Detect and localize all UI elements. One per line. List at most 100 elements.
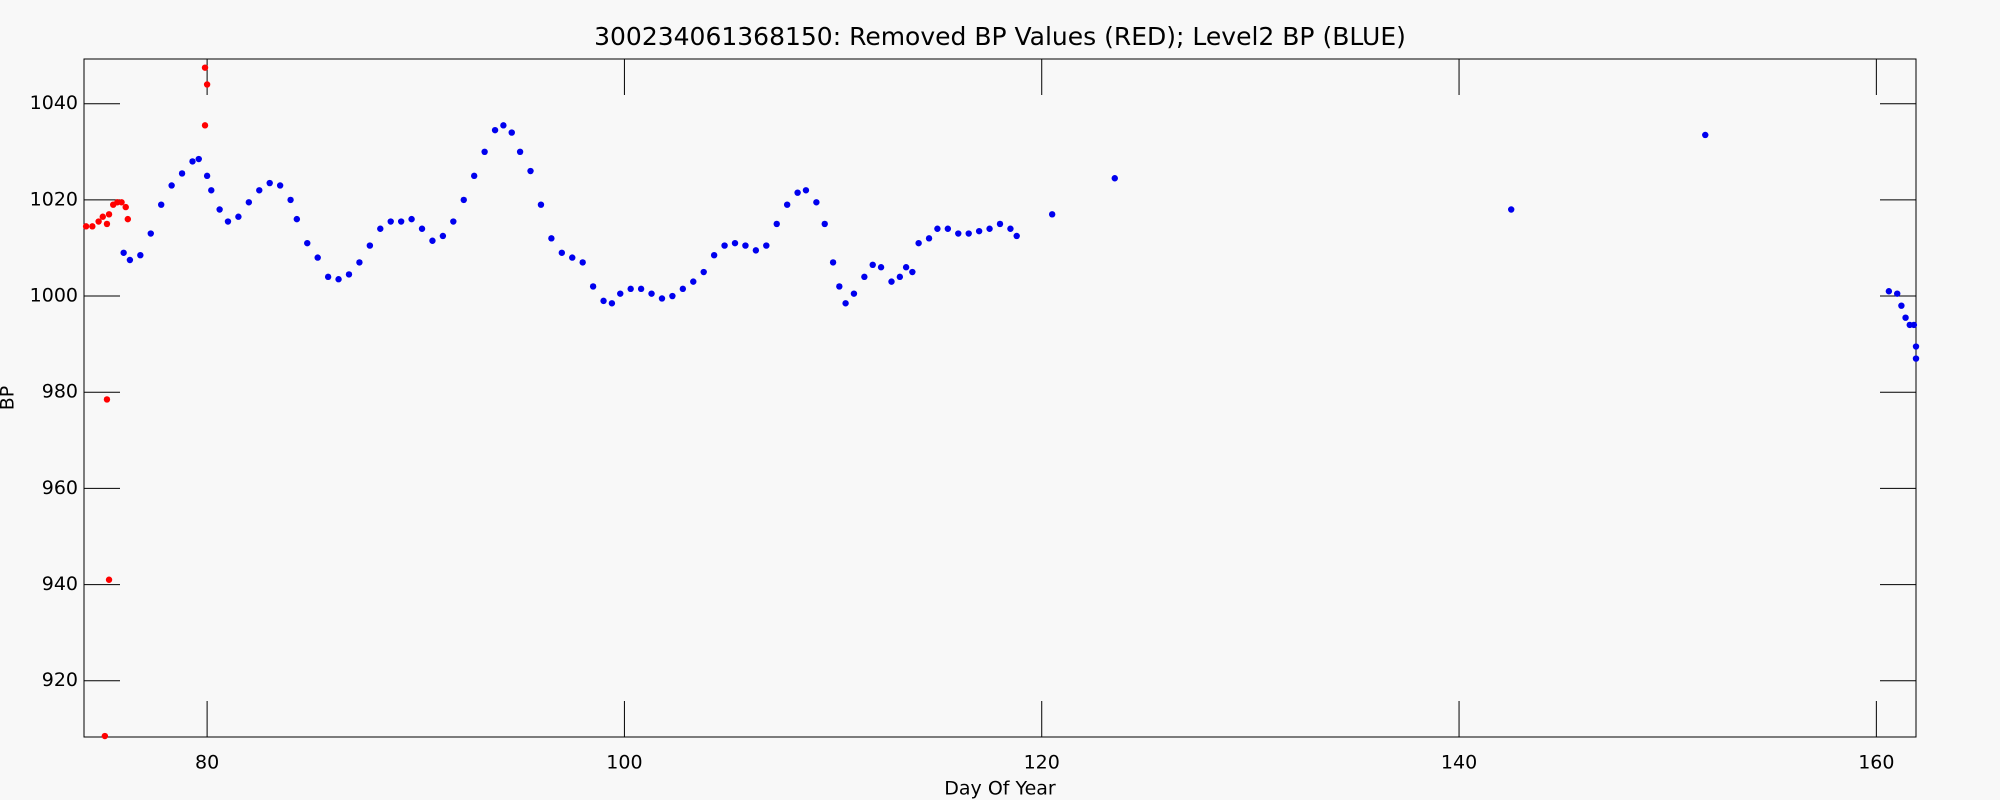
point [201, 64, 209, 71]
point [742, 242, 749, 249]
point [679, 285, 687, 293]
point [648, 290, 655, 297]
point [794, 189, 801, 196]
point [101, 732, 109, 740]
point [569, 254, 576, 261]
point [902, 264, 910, 271]
point [915, 239, 922, 247]
point [95, 218, 102, 225]
point [925, 235, 933, 242]
point [690, 278, 697, 285]
point [82, 223, 90, 230]
x-axis-label: Day Of Year [944, 778, 1056, 800]
point [387, 218, 394, 225]
point [324, 273, 332, 281]
plot-frame [83, 58, 1917, 738]
point [105, 211, 113, 218]
point [752, 247, 760, 254]
point [965, 230, 972, 237]
point [731, 239, 739, 247]
point [658, 295, 666, 302]
point [1702, 131, 1709, 139]
point [122, 203, 129, 211]
point [158, 201, 165, 208]
point [266, 179, 273, 187]
point [527, 167, 534, 175]
point [1912, 343, 1920, 350]
point [1508, 206, 1515, 213]
point [558, 249, 566, 256]
point [783, 201, 791, 208]
point [763, 242, 770, 249]
point [909, 268, 916, 276]
point [773, 220, 780, 228]
point [589, 283, 597, 290]
point [1894, 290, 1901, 297]
point [356, 259, 363, 266]
point [508, 129, 515, 136]
point [103, 396, 111, 403]
point [813, 199, 820, 206]
point [105, 576, 113, 583]
point [491, 126, 499, 134]
point [617, 290, 624, 297]
point [147, 230, 154, 237]
point [861, 273, 868, 281]
point [537, 201, 545, 208]
point [836, 283, 843, 290]
point [842, 300, 849, 307]
point [1898, 302, 1905, 309]
point [944, 225, 952, 232]
point [439, 232, 447, 240]
y-tick-label: 1000 [30, 285, 78, 307]
point [1007, 225, 1014, 232]
point [579, 259, 586, 266]
point [460, 196, 467, 204]
point [178, 170, 186, 177]
y-tick-label: 940 [42, 573, 78, 595]
point [304, 239, 311, 247]
point [103, 220, 111, 228]
point [118, 199, 125, 206]
point [500, 122, 507, 129]
point [821, 220, 828, 228]
point [516, 148, 524, 156]
y-tick-label: 1040 [30, 92, 78, 114]
point [1910, 321, 1918, 329]
point [481, 148, 488, 156]
point [124, 215, 132, 223]
point [1013, 232, 1020, 240]
point [700, 268, 707, 276]
y-tick-label: 920 [42, 669, 78, 691]
point [877, 264, 885, 271]
point [888, 278, 895, 285]
point [377, 225, 384, 232]
point [120, 249, 127, 256]
point [896, 273, 904, 281]
point [366, 242, 374, 249]
point [287, 196, 294, 204]
point [397, 218, 405, 225]
point [721, 242, 728, 249]
point [137, 251, 144, 259]
y-tick-label: 960 [42, 477, 78, 499]
point [293, 215, 301, 223]
y-axis-label: BP [0, 386, 19, 411]
x-tick-label: 140 [1441, 752, 1477, 774]
point [276, 182, 284, 189]
point [470, 172, 478, 180]
point [996, 220, 1004, 228]
point [335, 276, 342, 283]
point [934, 225, 941, 232]
point [829, 259, 837, 266]
point [345, 271, 353, 278]
point [450, 218, 457, 225]
x-tick-label: 80 [195, 752, 219, 774]
point [256, 187, 263, 194]
point [710, 251, 718, 259]
point [216, 206, 223, 213]
point [126, 256, 134, 264]
point [224, 218, 232, 225]
point [955, 230, 962, 237]
